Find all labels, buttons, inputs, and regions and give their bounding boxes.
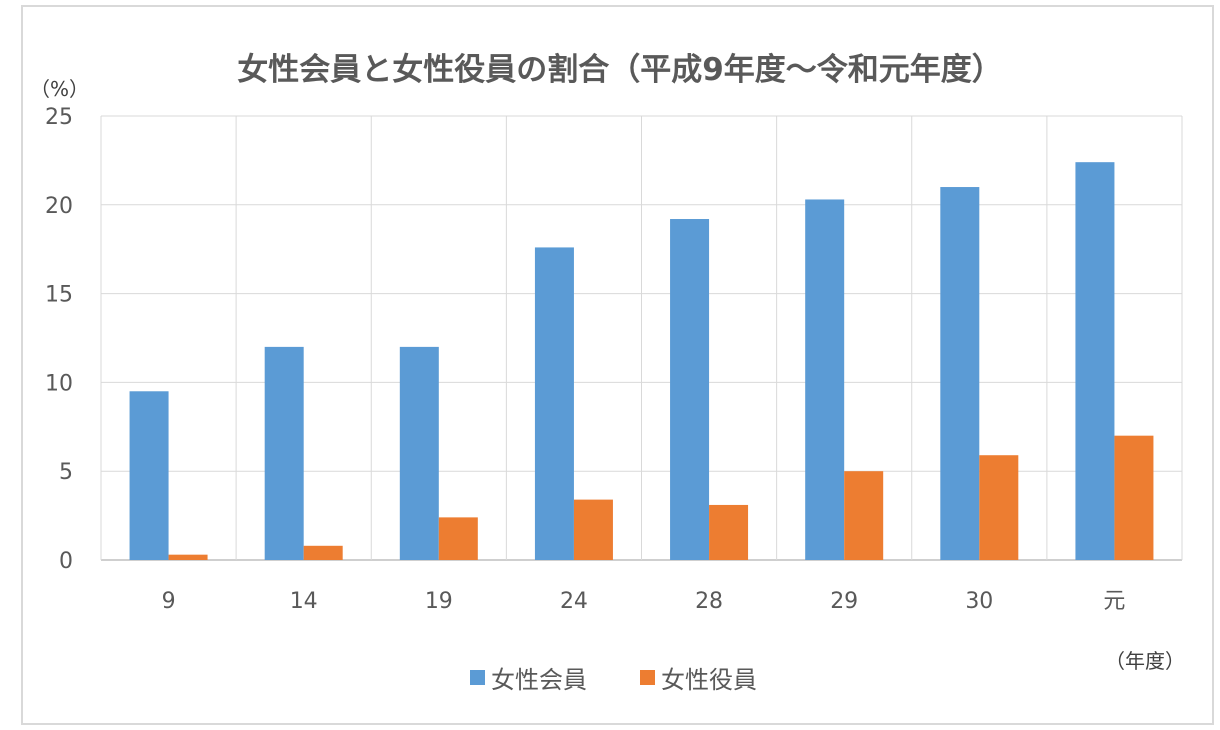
legend-label-series-2: 女性役員 [661, 666, 757, 694]
legend-swatch-series-2 [640, 670, 655, 685]
bar-female-members [940, 187, 980, 561]
bar-female-members [264, 346, 304, 560]
x-tick-label: 24 [560, 589, 588, 614]
chart-frame [21, 5, 1214, 725]
y-tick-labels: 0 5 10 15 20 25 [45, 105, 73, 574]
x-tick-label: 28 [695, 589, 723, 614]
legend-label-series-1: 女性会員 [491, 666, 587, 694]
x-tick-labels: 9 14 19 24 28 29 30 元 [162, 589, 1126, 614]
bar-female-officers [979, 455, 1019, 560]
chart-title: 女性会員と女性役員の割合（平成9年度～令和元年度） [237, 52, 1003, 88]
bar-female-officers [1114, 435, 1154, 560]
x-tick-label: 29 [830, 589, 858, 614]
bar-female-members [670, 219, 710, 560]
bar-female-officers [303, 545, 343, 560]
y-tick-label: 25 [45, 105, 73, 130]
y-axis-unit-label: （%） [30, 77, 89, 101]
bar-female-officers [438, 517, 478, 560]
bar-female-members [1075, 162, 1115, 560]
x-axis-unit-label: （年度） [1105, 649, 1185, 673]
bars [129, 162, 1154, 561]
y-tick-label: 5 [59, 460, 73, 485]
bar-female-members [805, 199, 845, 561]
legend: 女性会員 女性役員 [470, 666, 757, 694]
x-tick-label: 14 [290, 589, 318, 614]
bar-female-officers [844, 471, 884, 560]
y-tick-label: 0 [59, 549, 73, 574]
legend-swatch-series-1 [470, 670, 485, 685]
bar-female-members [399, 346, 439, 560]
y-tick-label: 15 [45, 283, 73, 308]
bar-female-officers [573, 499, 613, 560]
x-tick-label: 19 [425, 589, 453, 614]
bar-female-officers [709, 504, 749, 560]
bar-female-officers [168, 554, 208, 560]
gridlines [100, 115, 1183, 561]
x-tick-label: 元 [1103, 589, 1125, 614]
x-tick-label: 30 [965, 589, 993, 614]
bar-female-members [129, 391, 169, 560]
y-tick-label: 10 [45, 371, 73, 396]
bar-female-members [534, 247, 574, 560]
x-tick-label: 9 [162, 589, 176, 614]
y-tick-label: 20 [45, 194, 73, 219]
